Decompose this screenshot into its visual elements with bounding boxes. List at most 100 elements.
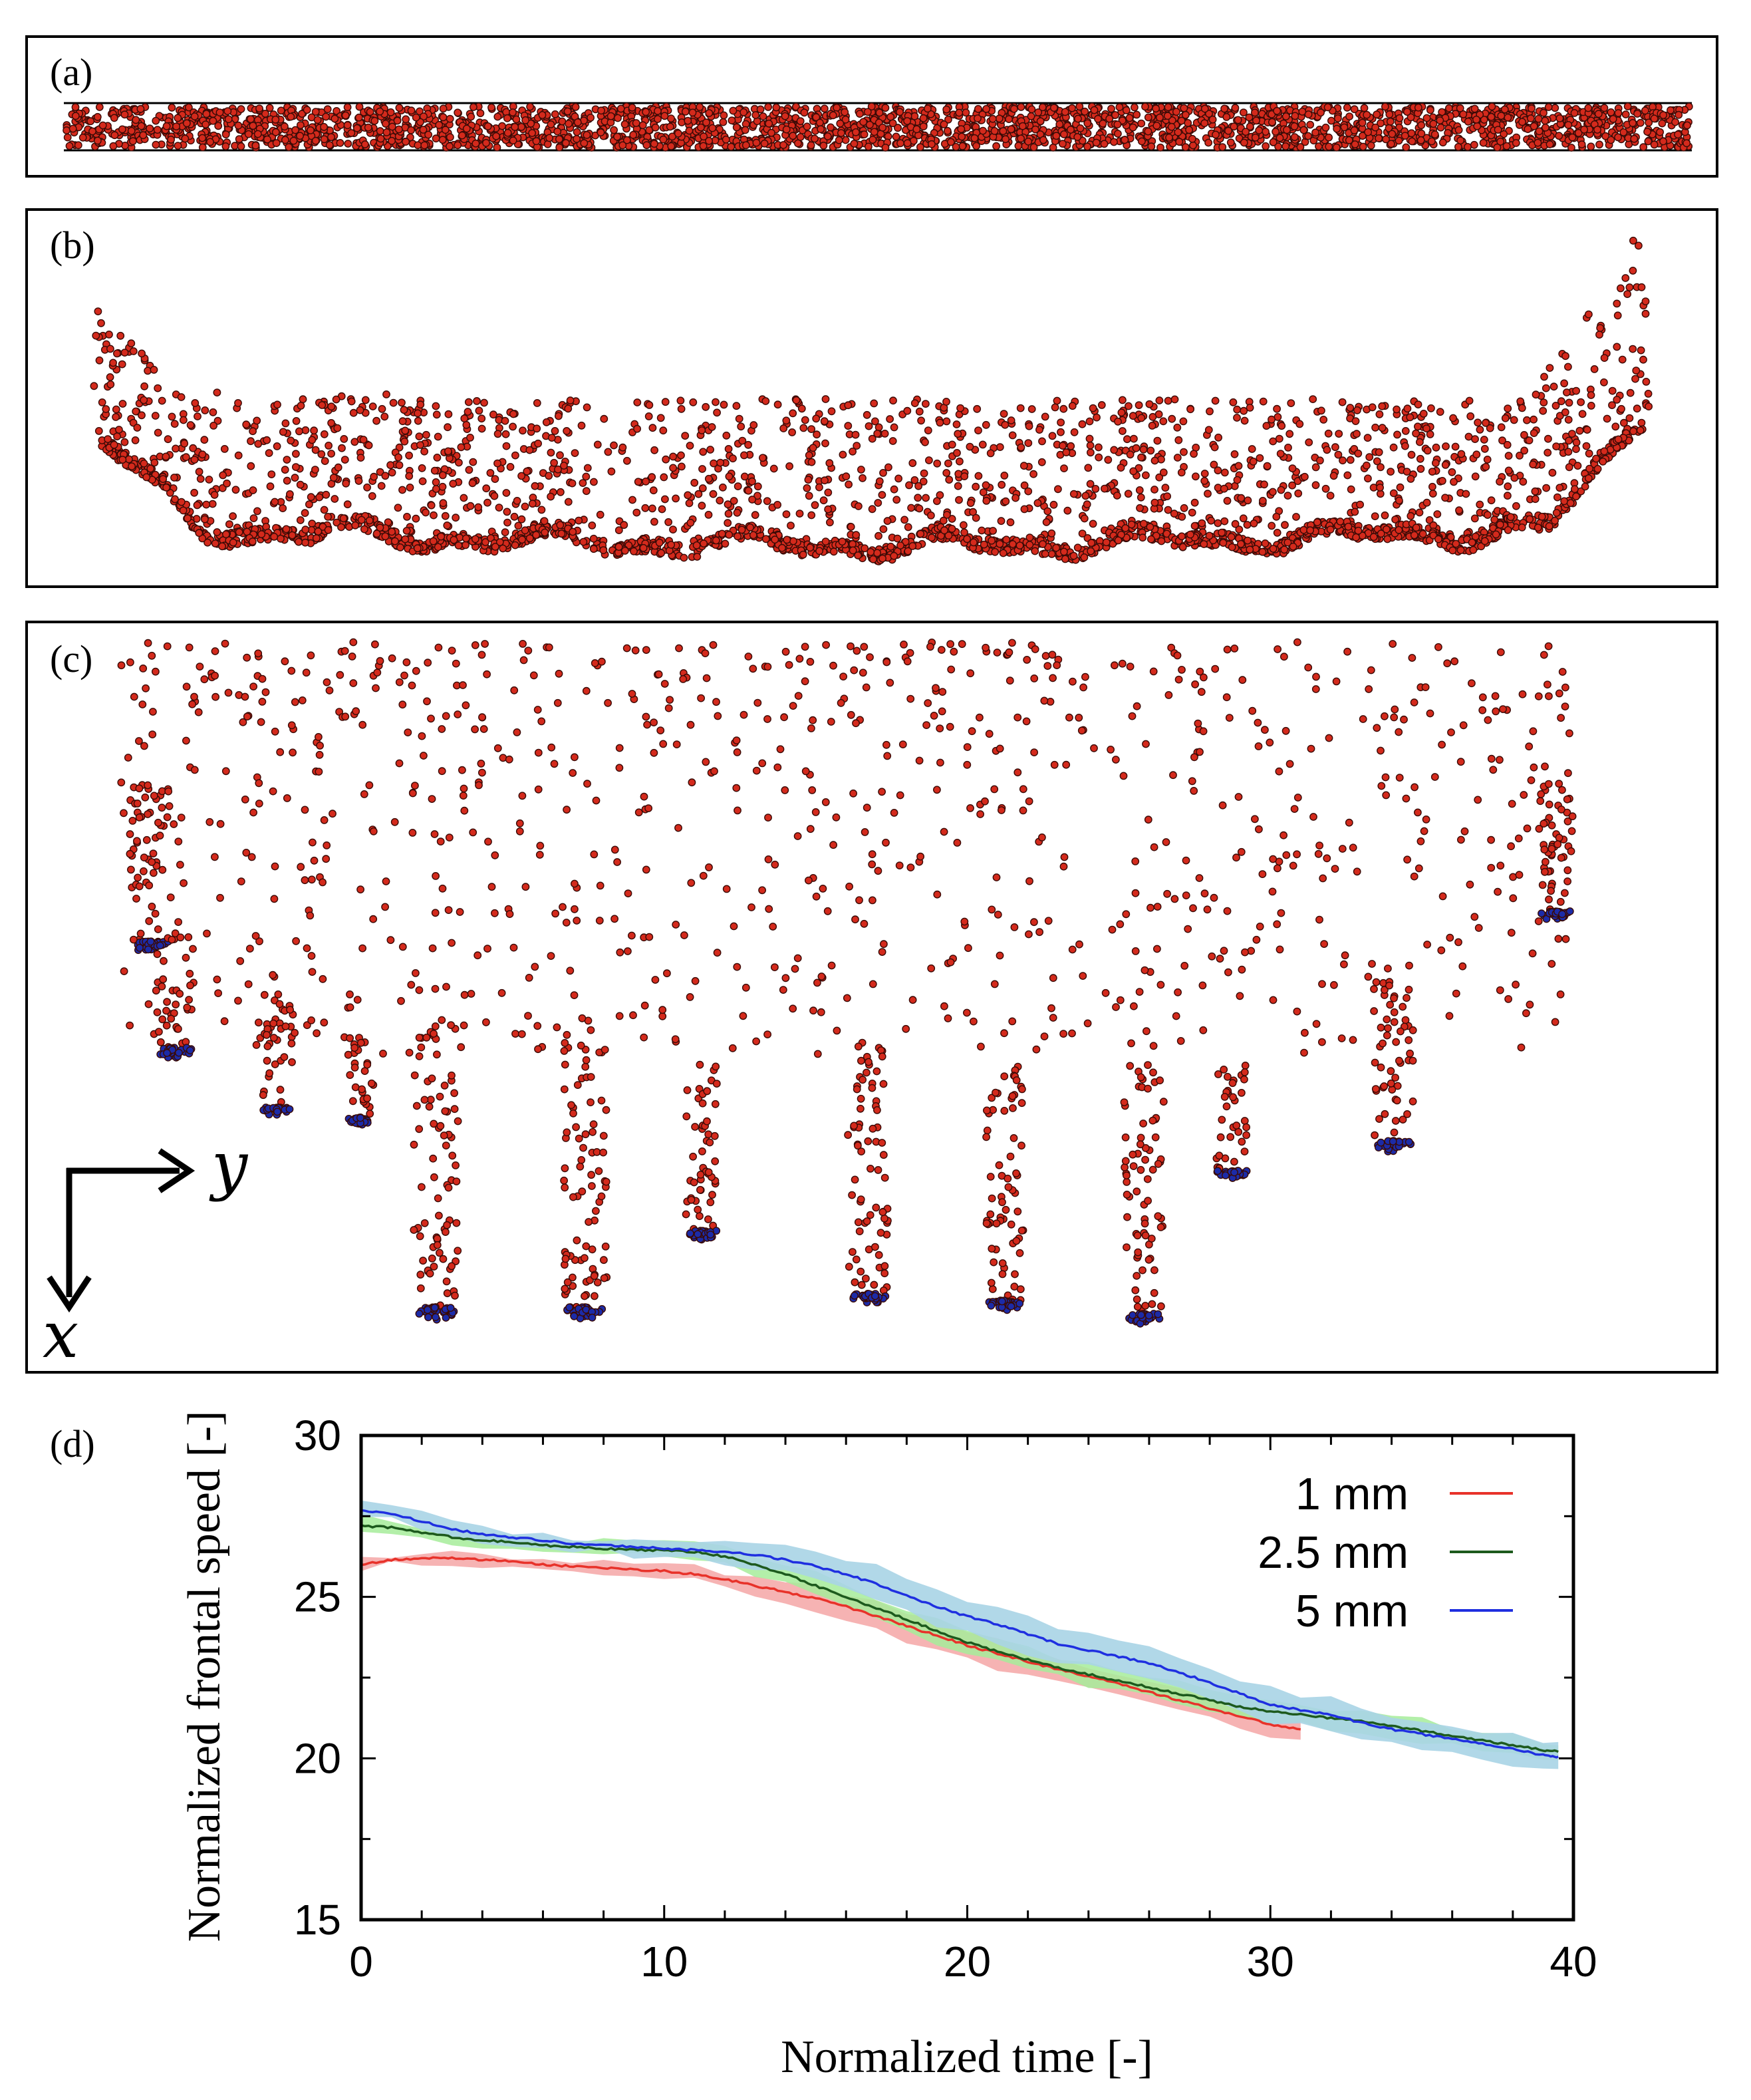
particle <box>720 400 728 409</box>
particle <box>1130 434 1138 443</box>
particle <box>658 505 666 514</box>
particle <box>372 416 380 425</box>
particle <box>1027 405 1036 413</box>
particle <box>325 141 334 149</box>
particle <box>1326 492 1335 500</box>
particle <box>1173 454 1182 462</box>
particle <box>1347 485 1355 494</box>
particle <box>826 518 834 527</box>
particle <box>634 478 642 486</box>
particle <box>1356 500 1365 509</box>
particle <box>190 488 198 497</box>
particle <box>724 445 733 453</box>
particle <box>588 522 597 529</box>
particle <box>1350 105 1359 114</box>
particle <box>1584 310 1593 319</box>
particle <box>1137 493 1145 502</box>
particle <box>618 443 627 452</box>
particle <box>1204 138 1213 147</box>
particle <box>388 122 396 131</box>
particle <box>1442 442 1450 450</box>
particle <box>849 447 857 456</box>
particle <box>223 479 231 488</box>
particle <box>213 388 221 396</box>
particle <box>1037 458 1046 466</box>
particle <box>86 117 95 126</box>
particle <box>1014 142 1023 150</box>
particle <box>597 106 605 115</box>
particle <box>493 143 501 152</box>
particle <box>338 444 346 452</box>
particle <box>325 442 333 450</box>
particle <box>1343 103 1351 112</box>
particle <box>1067 126 1075 134</box>
particle <box>1444 104 1453 112</box>
particle <box>820 104 829 113</box>
particle <box>1416 454 1424 463</box>
particle <box>645 401 654 409</box>
particle <box>724 510 733 518</box>
particle <box>182 119 191 128</box>
particle <box>342 479 350 488</box>
particle <box>833 103 841 112</box>
particle <box>883 517 892 525</box>
particle <box>1259 497 1267 505</box>
particle <box>460 414 469 422</box>
particle <box>1617 404 1625 413</box>
particle <box>896 108 904 116</box>
particle <box>677 404 686 413</box>
particle <box>921 438 929 446</box>
particle <box>1164 103 1172 112</box>
particle <box>1483 511 1492 519</box>
particle <box>1053 396 1061 405</box>
particle <box>1471 435 1479 443</box>
particle <box>129 347 138 355</box>
particle <box>1516 397 1525 406</box>
particle <box>1629 345 1637 353</box>
particle <box>503 518 511 527</box>
particle <box>92 331 100 340</box>
particle <box>759 112 767 120</box>
particle <box>1159 417 1168 426</box>
particle <box>996 443 1004 451</box>
particle <box>1448 468 1456 476</box>
particle <box>181 134 190 143</box>
particle <box>172 122 180 131</box>
particle <box>1403 404 1412 413</box>
particle <box>198 450 207 459</box>
particle <box>1078 420 1087 428</box>
particle <box>844 422 853 430</box>
particle <box>1371 512 1379 520</box>
particle <box>1512 502 1520 510</box>
particle <box>796 132 805 141</box>
particle <box>1441 494 1450 502</box>
particle <box>1123 435 1131 444</box>
particle <box>551 427 559 435</box>
particle <box>884 463 892 472</box>
particle <box>71 103 80 112</box>
particle <box>370 116 379 125</box>
particle <box>852 128 860 136</box>
particle <box>109 359 118 367</box>
particle <box>765 119 773 128</box>
particle <box>1603 414 1611 423</box>
particle <box>623 136 631 144</box>
particle <box>127 339 136 348</box>
particle <box>999 127 1008 136</box>
particle <box>1230 450 1239 458</box>
particle <box>63 126 71 134</box>
particle <box>140 396 148 404</box>
particle <box>1518 118 1526 126</box>
particle <box>1107 104 1115 113</box>
particle <box>513 497 521 505</box>
particle <box>1401 427 1410 435</box>
particle <box>454 108 462 117</box>
particle <box>291 450 300 458</box>
particle <box>1043 507 1052 516</box>
particle <box>613 132 621 141</box>
particle <box>1269 138 1278 146</box>
particle <box>1250 520 1258 527</box>
particle <box>577 421 586 430</box>
particle <box>982 420 990 429</box>
particle <box>1002 497 1010 506</box>
